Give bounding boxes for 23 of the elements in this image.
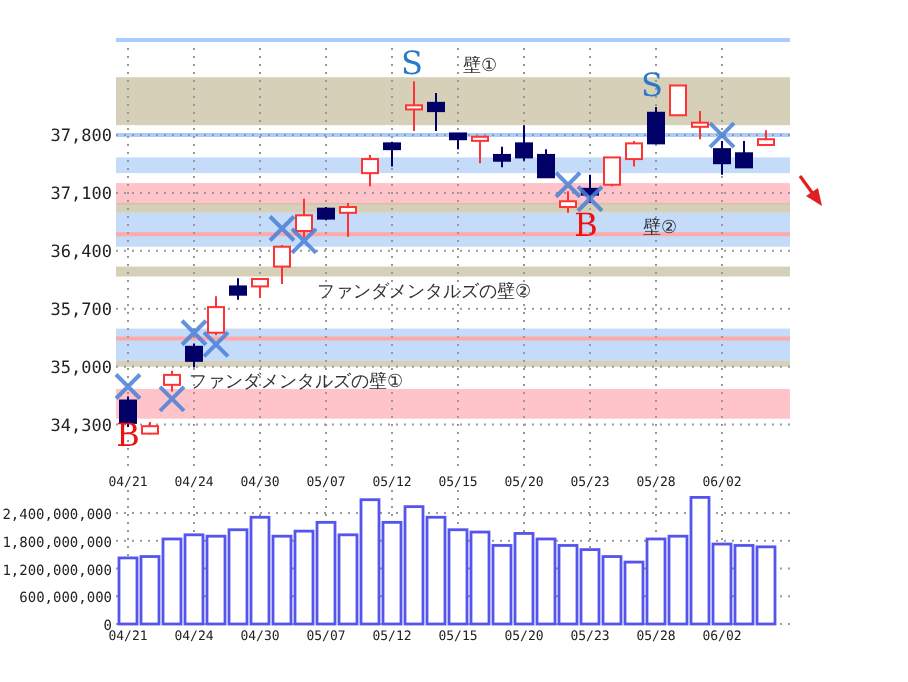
point	[290, 226, 318, 255]
annotation: S	[641, 66, 663, 104]
point	[180, 318, 208, 347]
y-tick-label: 35,000	[50, 358, 112, 379]
point	[114, 372, 142, 401]
annotation: S	[401, 44, 423, 82]
band-label: ファンダメンタルズの壁②	[316, 280, 532, 303]
y-tick-label: 34,300	[50, 416, 112, 437]
point	[158, 384, 186, 413]
y-tick-label: 37,100	[50, 184, 112, 205]
y-tick-label: 35,700	[50, 300, 112, 321]
annotation: B	[116, 416, 140, 454]
point	[708, 121, 736, 150]
band-label: ファンダメンタルズの壁①	[188, 370, 404, 393]
band-label: 壁②	[642, 216, 678, 239]
point	[576, 184, 604, 213]
point	[554, 170, 582, 199]
point	[268, 214, 296, 243]
point	[202, 330, 230, 359]
band-label: 壁①	[462, 55, 498, 78]
annotation: B	[574, 206, 598, 244]
y-tick-label: 36,400	[50, 242, 112, 263]
y-tick-label: 37,800	[50, 127, 112, 148]
